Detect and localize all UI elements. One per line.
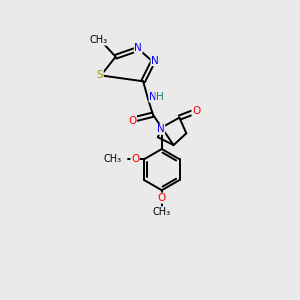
Text: H: H (156, 92, 164, 102)
Text: CH₃: CH₃ (90, 35, 108, 45)
Text: S: S (97, 70, 103, 80)
Text: O: O (131, 154, 139, 164)
Text: CH₃: CH₃ (153, 207, 171, 217)
Text: O: O (128, 116, 136, 126)
Text: N: N (149, 92, 157, 102)
Text: CH₃: CH₃ (103, 154, 122, 164)
Text: O: O (192, 106, 200, 116)
Text: N: N (157, 124, 165, 134)
Text: O: O (158, 193, 166, 203)
Text: N: N (151, 56, 159, 66)
Text: N: N (134, 43, 142, 53)
